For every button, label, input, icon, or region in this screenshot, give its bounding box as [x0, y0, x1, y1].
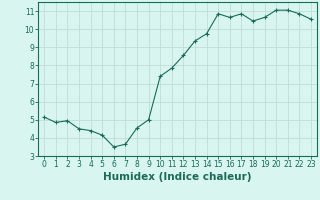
X-axis label: Humidex (Indice chaleur): Humidex (Indice chaleur) [103, 172, 252, 182]
